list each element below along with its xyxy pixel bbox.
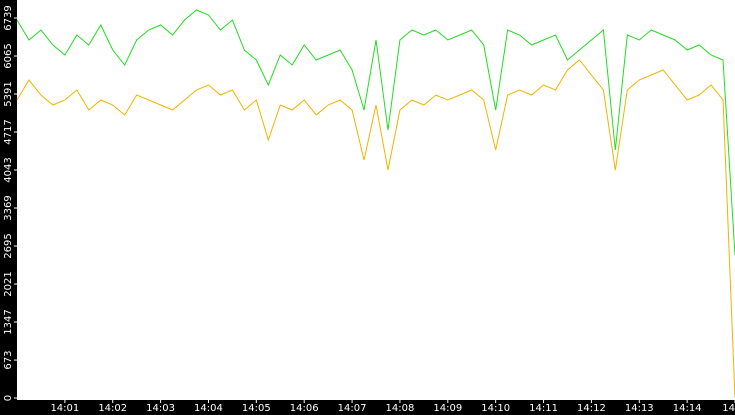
x-tick-label: 14:03 — [146, 403, 175, 414]
x-tick-label: 14:05 — [242, 403, 271, 414]
x-tick-label: 14 — [722, 403, 735, 414]
x-tick-label: 14:04 — [194, 403, 223, 414]
series-line — [16, 59, 735, 399]
y-tick-label: 0 — [3, 395, 14, 401]
x-tick-label: 14:12 — [577, 403, 606, 414]
y-tick-label: 4717 — [3, 119, 14, 144]
y-tick-label: 673 — [3, 351, 14, 370]
y-axis-band — [0, 0, 17, 415]
y-tick-label: 3369 — [3, 195, 14, 220]
y-tick-label: 5391 — [3, 81, 14, 106]
x-tick-label: 14:08 — [386, 403, 415, 414]
x-axis-band — [0, 400, 735, 415]
x-tick-label: 14:06 — [290, 403, 319, 414]
x-tick-label: 14:13 — [625, 403, 654, 414]
y-tick-label: 4043 — [3, 157, 14, 182]
y-tick-label: 2021 — [3, 271, 14, 296]
x-tick-label: 14:02 — [98, 403, 127, 414]
x-tick-label: 14:11 — [529, 403, 558, 414]
y-tick-label: 2695 — [3, 233, 14, 258]
x-tick-label: 14:07 — [338, 403, 367, 414]
y-tick-label: 6739 — [3, 5, 14, 30]
series-line — [16, 9, 735, 256]
x-tick-label: 14:09 — [433, 403, 462, 414]
x-tick-label: 14:01 — [50, 403, 79, 414]
y-tick-label: 1347 — [3, 309, 14, 334]
y-tick-label: 6065 — [3, 43, 14, 68]
x-tick-label: 14:10 — [481, 403, 510, 414]
x-tick-label: 14:14 — [673, 403, 702, 414]
